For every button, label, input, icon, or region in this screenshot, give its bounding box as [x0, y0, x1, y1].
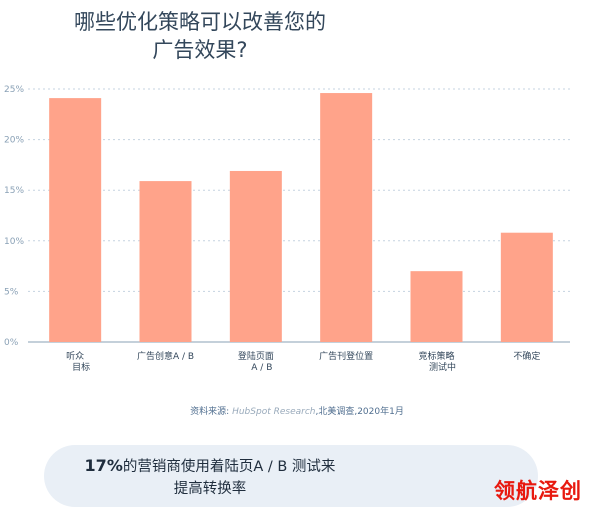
watermark-logo: 领航泽创 — [494, 479, 582, 503]
x-tick-label-0-line-1: 目标 — [72, 361, 90, 373]
x-tick-label-2-line-0: 登陆页面 — [238, 350, 274, 362]
source-name: HubSpot Research — [232, 407, 316, 417]
y-tick-label-3: 15% — [4, 186, 24, 196]
stat-callout-line-2: 提高转换率 — [173, 481, 247, 497]
stat-callout-line-1-rest: 的营销商使用着陆页A / B 测试来 — [122, 459, 336, 475]
bar-1 — [139, 181, 192, 342]
x-tick-label-2-line-1: A / B — [251, 363, 272, 373]
bar-0 — [49, 98, 102, 342]
chart-title-line-2: 广告效果? — [152, 38, 248, 62]
y-tick-label-0: 0% — [4, 338, 19, 348]
x-tick-label-4-line-0: 竞标策略 — [418, 350, 454, 362]
x-tick-label-3: 广告刊登位置 — [319, 350, 373, 362]
chart-title: 哪些优化策略可以改善您的 广告效果? — [0, 8, 400, 64]
bar-4 — [410, 271, 463, 342]
y-tick-label-4: 20% — [4, 136, 24, 146]
x-tick-label-5: 不确定 — [513, 350, 540, 362]
bar-2 — [229, 170, 282, 342]
bar-3 — [320, 93, 373, 342]
stat-callout-line-1: 17%的营销商使用着陆页A / B 测试来 — [60, 455, 360, 478]
y-tick-label-1: 5% — [4, 287, 19, 297]
stat-callout-text: 17%的营销商使用着陆页A / B 测试来 提高转换率 — [60, 455, 360, 500]
bar-5 — [500, 232, 553, 342]
source-date: 2020年1月 — [357, 407, 404, 417]
y-tick-label-5: 25% — [4, 85, 24, 95]
source-note: 资料来源: HubSpot Research,北美调查,2020年1月 — [0, 404, 594, 417]
stat-value: 17% — [84, 456, 123, 475]
stat-callout — [44, 445, 538, 507]
x-tick-label-1: 广告创意A / B — [137, 350, 194, 362]
y-tick-label-2: 10% — [4, 237, 24, 247]
x-tick-label-4-line-1: 测试中 — [429, 361, 456, 373]
source-prefix: 资料来源: — [190, 407, 230, 417]
x-tick-label-0-line-0: 听众 — [66, 351, 84, 362]
source-suffix: ,北美调查, — [315, 407, 358, 417]
chart-title-line-1: 哪些优化策略可以改善您的 — [74, 10, 326, 34]
